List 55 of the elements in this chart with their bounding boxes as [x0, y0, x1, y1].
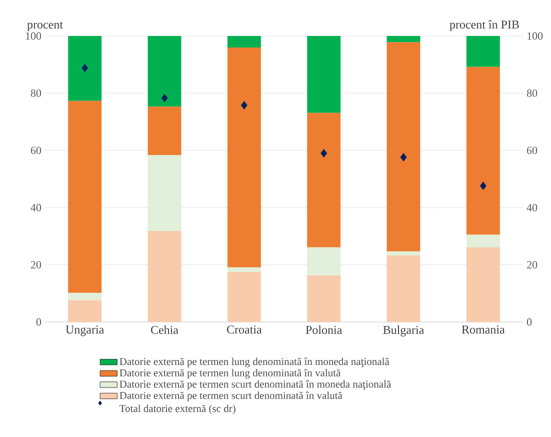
legend-label: Total datorie externă (sc dr): [120, 404, 236, 414]
legend-label: Datorie externă pe termen scurt denominată în valută: [120, 392, 342, 402]
bar: [68, 36, 102, 101]
y-axis-title: procent: [27, 22, 63, 32]
point: [161, 94, 168, 102]
point: [400, 153, 407, 162]
x-tick-label: Bulgaria: [383, 326, 424, 336]
bar: [227, 36, 261, 48]
bar: [68, 292, 102, 300]
y2-tick-label: 20: [527, 261, 538, 269]
bar: [386, 251, 420, 256]
bar: [307, 275, 341, 322]
point: [480, 182, 486, 190]
bar: [148, 154, 182, 232]
bar: [466, 66, 500, 235]
x-tick-label: Croatia: [226, 326, 262, 334]
bar: [227, 267, 261, 272]
x-tick-label: Cehia: [150, 326, 178, 334]
y2-tick-label: 40: [526, 204, 538, 212]
y-tick-label: 100: [26, 32, 42, 40]
legend-label: Datorie externă pe termen lung denominată în moneda naţională: [120, 358, 390, 368]
bar: [68, 100, 102, 293]
bar: [386, 255, 420, 322]
point: [82, 64, 88, 72]
y2-tick-label: 100: [528, 32, 543, 40]
y-tick-label: 40: [30, 204, 42, 212]
y2-tick-label: 80: [526, 89, 538, 97]
bar: [307, 112, 341, 248]
bar: [386, 36, 420, 42]
x-tick-label: Polonia: [306, 326, 342, 334]
legend-label: Datorie externă pe termen lung denominată în valută: [120, 368, 341, 379]
legend-label: Datorie externă pe termen scurt denominată în moneda naţională: [120, 380, 391, 390]
bar: [386, 42, 420, 252]
bar: [466, 247, 500, 322]
y-tick-label: 20: [30, 261, 42, 269]
bar: [307, 247, 341, 276]
y2-axis-title: procent în PIB: [450, 20, 519, 32]
bar: [466, 234, 500, 248]
y2-tick-label: 60: [527, 146, 538, 154]
point: [240, 101, 248, 110]
x-tick-label: Romania: [462, 326, 505, 334]
y-tick-label: 60: [30, 146, 42, 154]
bar: [227, 272, 261, 322]
point: [320, 149, 328, 158]
x-tick-label: Ungaria: [66, 326, 104, 336]
bar: [148, 106, 182, 155]
bar: [148, 36, 182, 107]
y-tick-label: 80: [30, 89, 42, 97]
y-tick-label: 0: [36, 318, 42, 326]
bar: [227, 47, 261, 268]
bar: [466, 36, 500, 67]
bar: [148, 231, 182, 322]
bar: [68, 300, 102, 322]
y2-tick-label: 0: [526, 318, 532, 326]
bar: [307, 36, 341, 113]
